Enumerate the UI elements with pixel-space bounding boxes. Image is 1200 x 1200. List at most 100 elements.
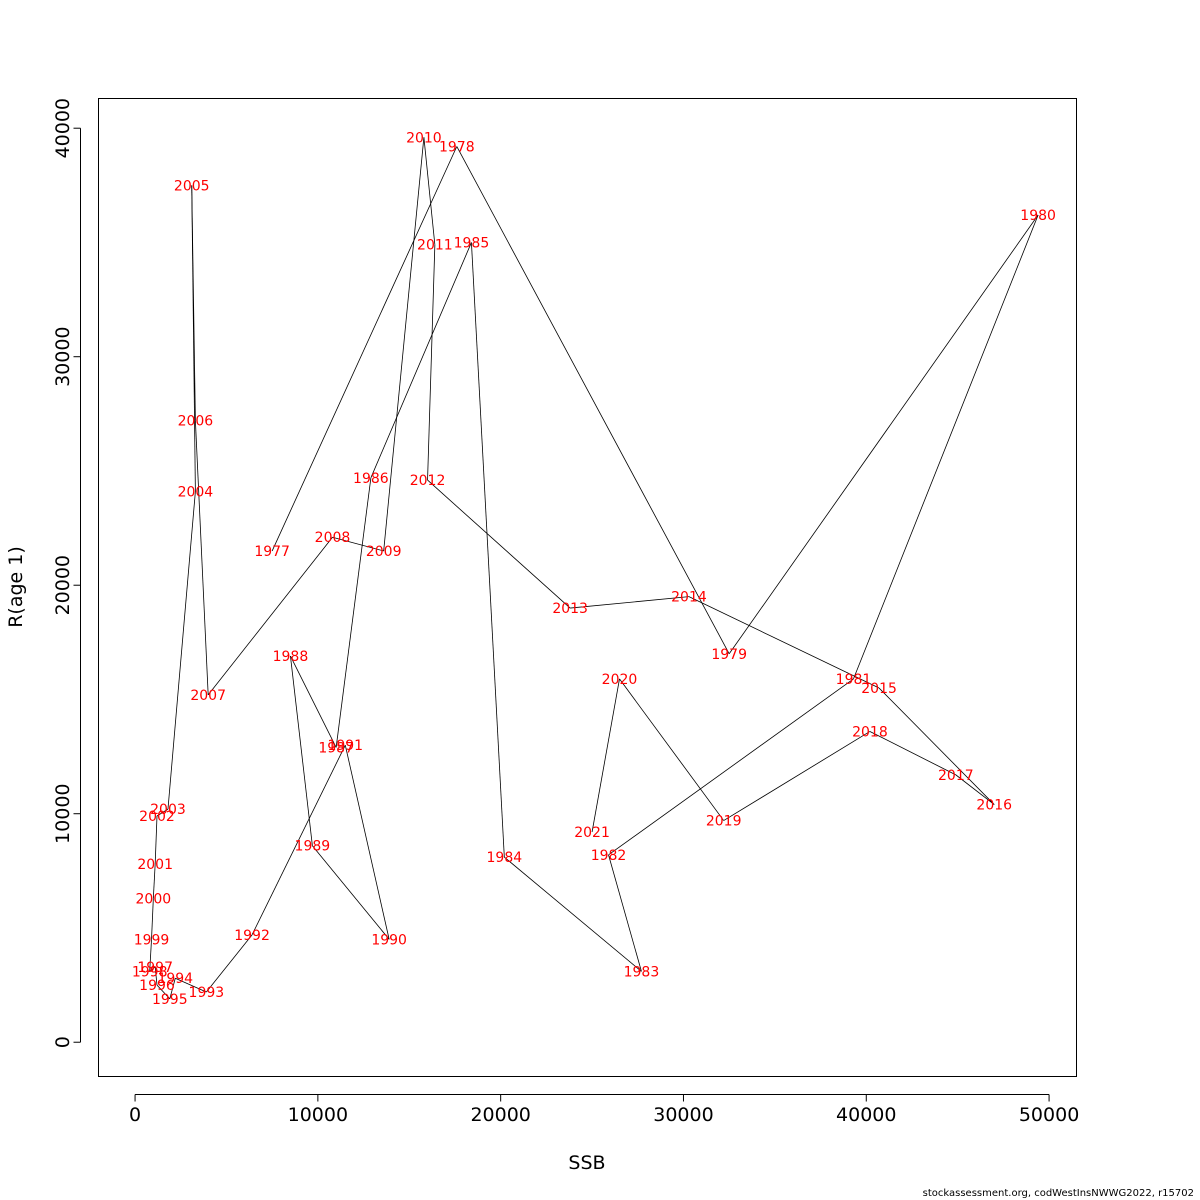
point-label-1997: 1997 <box>137 960 173 976</box>
trajectory-segment <box>206 934 253 993</box>
point-label-2013: 2013 <box>552 601 588 617</box>
x-tick-label: 40000 <box>836 1104 896 1126</box>
point-label-2005: 2005 <box>174 178 210 194</box>
point-label-1983: 1983 <box>624 964 660 980</box>
x-tick-label: 20000 <box>470 1104 530 1126</box>
trajectory-segment <box>149 966 156 972</box>
trajectory-segment <box>608 678 854 856</box>
trajectory-segment <box>191 185 196 421</box>
trajectory-segment <box>156 984 171 1000</box>
point-label-2004: 2004 <box>178 485 214 501</box>
trajectory-segment <box>955 774 995 805</box>
point-label-2000: 2000 <box>136 891 172 907</box>
x-tick-label: 50000 <box>1019 1104 1079 1126</box>
point-label-1995: 1995 <box>152 992 188 1008</box>
point-label-2011: 2011 <box>417 238 453 254</box>
trajectory-segment <box>312 845 390 940</box>
point-label-1989: 1989 <box>295 839 331 855</box>
point-label-2012: 2012 <box>410 473 446 489</box>
y-tick-label: 0 <box>52 1036 74 1048</box>
point-label-2006: 2006 <box>178 414 214 430</box>
trajectory-segment <box>344 745 390 940</box>
point-label-1978: 1978 <box>439 139 475 155</box>
trajectory-series <box>149 137 1039 1000</box>
trajectory-segment <box>251 744 346 936</box>
point-label-1985: 1985 <box>454 235 490 251</box>
y-tick-label: 20000 <box>52 555 74 615</box>
trajectory-segment <box>570 596 689 609</box>
point-label-1993: 1993 <box>189 985 225 1001</box>
point-label-1996: 1996 <box>139 978 175 994</box>
trajectory-segment <box>154 815 158 865</box>
point-label-2017: 2017 <box>938 768 974 784</box>
trajectory-segment <box>619 678 725 821</box>
trajectory-segment <box>370 242 472 478</box>
point-label-2009: 2009 <box>366 544 402 560</box>
point-label-2007: 2007 <box>190 688 226 704</box>
point-label-1991: 1991 <box>327 738 363 754</box>
trajectory-segment <box>149 939 152 972</box>
trajectory-segment <box>335 477 372 748</box>
trajectory-segment <box>207 536 333 696</box>
trajectory-segment <box>383 137 425 551</box>
point-label-2019: 2019 <box>706 814 742 830</box>
x-axis: 0 10000 20000 30000 40000 50000 <box>129 1094 1079 1126</box>
trajectory-segment <box>878 687 995 805</box>
point-labels: 1977 1978 1979 1980 1981 1982 1983 1984 1985 1986… <box>132 130 1056 1007</box>
trajectory-segment <box>290 655 337 748</box>
point-label-1990: 1990 <box>371 932 407 948</box>
trajectory-segment <box>427 479 571 609</box>
point-label-1988: 1988 <box>273 649 309 665</box>
y-tick-label: 30000 <box>52 326 74 386</box>
trajectory-segment <box>175 977 207 993</box>
trajectory-segment <box>591 678 620 833</box>
trajectory-segment <box>151 898 154 940</box>
plot-frame <box>98 98 1077 1077</box>
trajectory-segment <box>169 978 176 999</box>
point-label-2010: 2010 <box>406 130 442 146</box>
x-tick-label: 0 <box>129 1104 141 1126</box>
trajectory-segment <box>728 214 1039 654</box>
trajectory-segment <box>471 242 505 858</box>
trajectory-segment <box>723 731 871 821</box>
x-tick-label: 30000 <box>653 1104 713 1126</box>
point-label-2003: 2003 <box>150 802 186 818</box>
y-tick-label: 10000 <box>52 783 74 843</box>
trajectory-segment <box>688 596 880 689</box>
point-label-2020: 2020 <box>602 672 638 688</box>
point-label-2016: 2016 <box>976 798 1012 814</box>
trajectory-segment <box>154 966 158 986</box>
trajectory-segment <box>290 656 313 846</box>
trajectory-segment <box>156 808 169 817</box>
trajectory-segment <box>608 854 642 972</box>
point-label-2015: 2015 <box>861 681 897 697</box>
y-axis-title: R(age 1) <box>5 546 27 628</box>
trajectory-segment <box>423 137 436 245</box>
point-label-1994: 1994 <box>157 971 193 987</box>
point-label-1977: 1977 <box>254 544 290 560</box>
point-label-2002: 2002 <box>139 809 175 825</box>
x-tick-label: 10000 <box>288 1104 348 1126</box>
point-label-1984: 1984 <box>487 850 523 866</box>
point-label-2014: 2014 <box>671 590 707 606</box>
point-label-2021: 2021 <box>574 825 610 841</box>
trajectory-segment <box>427 244 436 481</box>
y-axis: 0 10000 20000 30000 40000 <box>52 98 81 1048</box>
trajectory-segment <box>504 856 642 972</box>
point-label-2008: 2008 <box>315 530 351 546</box>
point-label-1986: 1986 <box>353 471 389 487</box>
y-tick-label: 40000 <box>52 98 74 158</box>
point-label-1980: 1980 <box>1020 208 1056 224</box>
x-axis-title: SSB <box>568 1152 605 1174</box>
trajectory-segment <box>271 146 458 552</box>
point-label-1992: 1992 <box>234 928 270 944</box>
point-label-1982: 1982 <box>591 848 627 864</box>
point-label-1987: 1987 <box>318 740 354 756</box>
footer-credit: stockassessment.org, codWestInsNWWG2022,… <box>922 1188 1194 1199</box>
point-label-1998: 1998 <box>132 964 168 980</box>
trajectory-segment <box>332 536 384 552</box>
trajectory-segment <box>194 420 209 695</box>
trajectory-segment <box>456 146 730 654</box>
point-label-1999: 1999 <box>134 932 170 948</box>
